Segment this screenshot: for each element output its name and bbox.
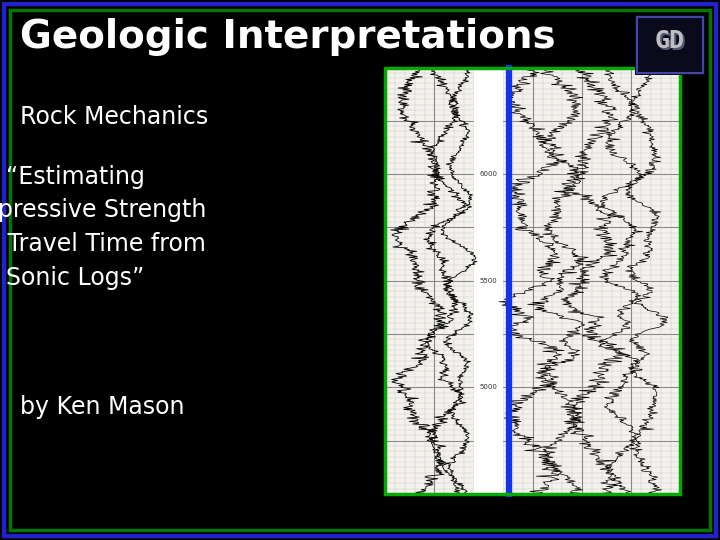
- Text: 5500: 5500: [480, 278, 498, 284]
- Text: Rock Mechanics: Rock Mechanics: [20, 105, 208, 129]
- Text: 5000: 5000: [480, 384, 498, 390]
- Bar: [635, 15, 705, 75]
- Text: by Ken Mason: by Ken Mason: [20, 395, 184, 419]
- Text: “Estimating
Compressive Strength
from Travel Time from
Sonic Logs”: “Estimating Compressive Strength from Tr…: [0, 165, 206, 289]
- Bar: [474, 68, 503, 494]
- Text: GD: GD: [655, 29, 685, 53]
- Bar: [385, 68, 680, 494]
- Text: 6000: 6000: [480, 171, 498, 177]
- Text: GD: GD: [657, 31, 687, 55]
- Text: Geologic Interpretations: Geologic Interpretations: [20, 18, 556, 56]
- Bar: [637, 17, 703, 73]
- Bar: [385, 68, 680, 494]
